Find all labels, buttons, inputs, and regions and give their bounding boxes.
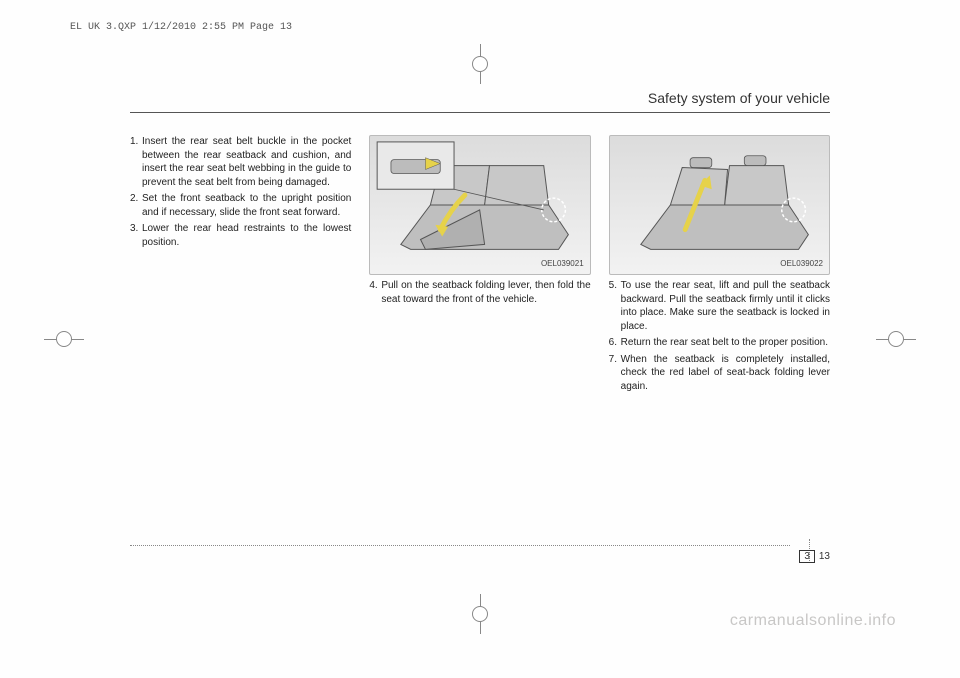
column-1: 1. Insert the rear seat belt buckle in t… <box>130 135 351 396</box>
crop-mark-bottom <box>460 594 500 634</box>
step-5: 5. To use the rear seat, lift and pull t… <box>609 279 830 333</box>
step-text: To use the rear seat, lift and pull the … <box>621 279 830 333</box>
watermark: carmanualsonline.info <box>730 612 896 630</box>
figure-fold-seat: OEL039021 <box>369 135 590 275</box>
chapter-number: 3 <box>799 550 815 563</box>
figure-label: OEL039021 <box>541 259 584 270</box>
crop-mark-right <box>876 319 916 359</box>
header-rule <box>130 112 830 113</box>
step-7: 7. When the seatback is completely insta… <box>609 353 830 394</box>
section-title: Safety system of your vehicle <box>648 90 830 106</box>
column-2: OEL039021 4. Pull on the seatback foldin… <box>369 135 590 396</box>
step-text: Pull on the seatback folding lever, then… <box>381 279 590 306</box>
step-text: Lower the rear head restraints to the lo… <box>142 222 351 249</box>
page: EL UK 3.QXP 1/12/2010 2:55 PM Page 13 Sa… <box>0 0 960 678</box>
step-number: 5. <box>609 279 621 333</box>
step-6: 6. Return the rear seat belt to the prop… <box>609 336 830 350</box>
crop-mark-top <box>460 44 500 84</box>
step-2: 2. Set the front seatback to the upright… <box>130 192 351 219</box>
header-meta: EL UK 3.QXP 1/12/2010 2:55 PM Page 13 <box>70 22 292 33</box>
step-4: 4. Pull on the seatback folding lever, t… <box>369 279 590 306</box>
figure-label: OEL039022 <box>780 259 823 270</box>
page-number: 13 <box>819 551 830 562</box>
step-text: When the seatback is completely installe… <box>621 353 830 394</box>
step-text: Insert the rear seat belt buckle in the … <box>142 135 351 189</box>
step-text: Return the rear seat belt to the proper … <box>621 336 830 350</box>
step-number: 3. <box>130 222 142 249</box>
content-columns: 1. Insert the rear seat belt buckle in t… <box>130 135 830 396</box>
step-number: 6. <box>609 336 621 350</box>
step-number: 7. <box>609 353 621 394</box>
figure-raise-seat: OEL039022 <box>609 135 830 275</box>
step-1: 1. Insert the rear seat belt buckle in t… <box>130 135 351 189</box>
seat-raise-illustration <box>610 136 829 274</box>
crop-mark-left <box>44 319 84 359</box>
seat-fold-illustration <box>370 136 589 274</box>
step-3: 3. Lower the rear head restraints to the… <box>130 222 351 249</box>
step-number: 2. <box>130 192 142 219</box>
step-number: 4. <box>369 279 381 306</box>
page-footer: 3 13 <box>799 550 830 563</box>
step-text: Set the front seatback to the upright po… <box>142 192 351 219</box>
step-number: 1. <box>130 135 142 189</box>
column-3: OEL039022 5. To use the rear seat, lift … <box>609 135 830 396</box>
footer-dotted-rule <box>130 545 790 546</box>
